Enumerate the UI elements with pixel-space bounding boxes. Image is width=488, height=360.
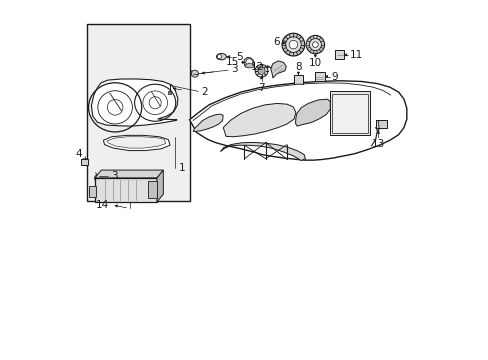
Ellipse shape — [216, 54, 226, 60]
Text: 10: 10 — [308, 58, 321, 68]
Text: 6: 6 — [273, 37, 279, 47]
Text: 7: 7 — [258, 82, 264, 93]
Text: 14: 14 — [96, 200, 109, 210]
Text: 8: 8 — [294, 62, 301, 72]
Bar — [332, 94, 367, 133]
Polygon shape — [270, 61, 286, 78]
Polygon shape — [91, 79, 178, 126]
Polygon shape — [245, 63, 253, 68]
Circle shape — [282, 33, 304, 56]
Bar — [168, 91, 171, 94]
Circle shape — [288, 40, 297, 49]
Polygon shape — [107, 137, 165, 148]
Bar — [293, 75, 302, 84]
Text: 1: 1 — [179, 163, 185, 172]
Bar — [314, 72, 324, 81]
Polygon shape — [244, 57, 254, 67]
Polygon shape — [223, 103, 295, 137]
Text: 9: 9 — [331, 72, 338, 81]
Circle shape — [245, 59, 252, 66]
Bar — [95, 178, 157, 202]
Polygon shape — [95, 170, 163, 178]
Circle shape — [312, 42, 318, 48]
Bar — [86, 24, 189, 201]
Polygon shape — [220, 143, 305, 161]
Polygon shape — [157, 170, 163, 202]
Bar — [81, 159, 88, 165]
Bar — [375, 121, 386, 128]
Circle shape — [94, 175, 102, 182]
Bar — [335, 50, 343, 59]
Circle shape — [305, 35, 324, 54]
Circle shape — [285, 37, 301, 53]
Text: 3: 3 — [111, 171, 117, 181]
Circle shape — [309, 39, 321, 51]
Bar — [148, 181, 157, 198]
Text: 3: 3 — [230, 64, 237, 75]
Text: 13: 13 — [371, 139, 385, 149]
Text: 11: 11 — [349, 50, 363, 60]
Bar — [88, 186, 96, 197]
Polygon shape — [295, 99, 329, 126]
Text: 5: 5 — [236, 51, 243, 62]
Circle shape — [217, 54, 221, 59]
Text: 12: 12 — [250, 62, 264, 72]
Text: 2: 2 — [201, 87, 207, 97]
Polygon shape — [103, 135, 170, 150]
Text: 15: 15 — [225, 57, 238, 67]
Text: 4: 4 — [75, 149, 82, 159]
Polygon shape — [193, 114, 223, 131]
Bar — [329, 91, 369, 135]
Circle shape — [258, 67, 264, 75]
Circle shape — [255, 64, 267, 77]
Polygon shape — [189, 81, 406, 160]
Circle shape — [191, 70, 198, 77]
